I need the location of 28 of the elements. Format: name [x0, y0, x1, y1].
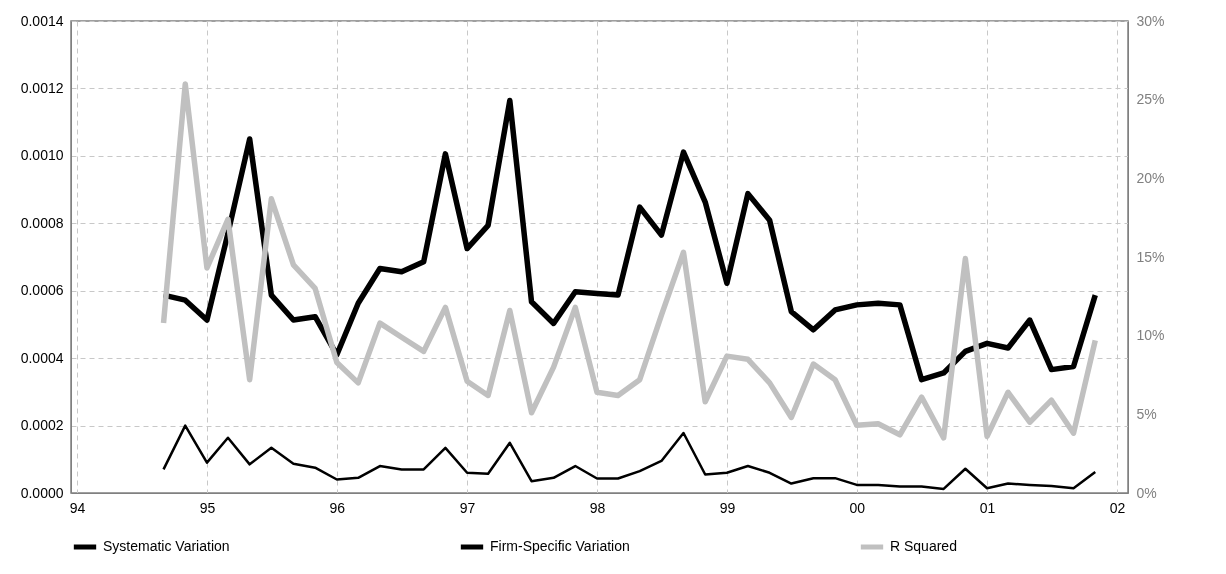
line-series: [162, 424, 1097, 491]
y2-tick-label: 10%: [1136, 327, 1165, 344]
x-tick-label: 96: [329, 499, 346, 516]
y2-tick-label: 20%: [1136, 169, 1165, 186]
x-tick-label: 01: [979, 499, 996, 516]
x-tick-label: 97: [459, 499, 476, 516]
x-tick-label: 00: [849, 499, 866, 516]
x-tick-label: 95: [199, 499, 216, 516]
legend-label: Firm-Specific Variation: [490, 538, 630, 554]
y2-tick-label: 0%: [1136, 484, 1157, 501]
legend-label: R Squared: [890, 538, 957, 554]
y-tick-label: 0.0012: [20, 79, 64, 96]
y2-tick-label: 30%: [1136, 12, 1165, 29]
y-tick-label: 0.0002: [20, 417, 64, 434]
y-tick-label: 0.0010: [20, 147, 64, 164]
y-tick-label: 0.0014: [20, 12, 64, 29]
y-tick-label: 0.0004: [20, 349, 64, 366]
y-tick-label: 0.0006: [20, 282, 64, 299]
x-tick-label: 94: [69, 499, 86, 516]
legend-label: Systematic Variation: [103, 538, 230, 554]
x-tick-label: 02: [1109, 499, 1126, 516]
y2-tick-label: 25%: [1136, 91, 1165, 108]
y-tick-label: 0.0000: [20, 484, 64, 501]
y-tick-label: 0.0008: [20, 214, 64, 231]
y2-tick-label: 5%: [1136, 405, 1157, 422]
y2-tick-label: 15%: [1136, 248, 1165, 265]
x-tick-label: 98: [589, 499, 606, 516]
x-tick-label: 99: [719, 499, 736, 516]
